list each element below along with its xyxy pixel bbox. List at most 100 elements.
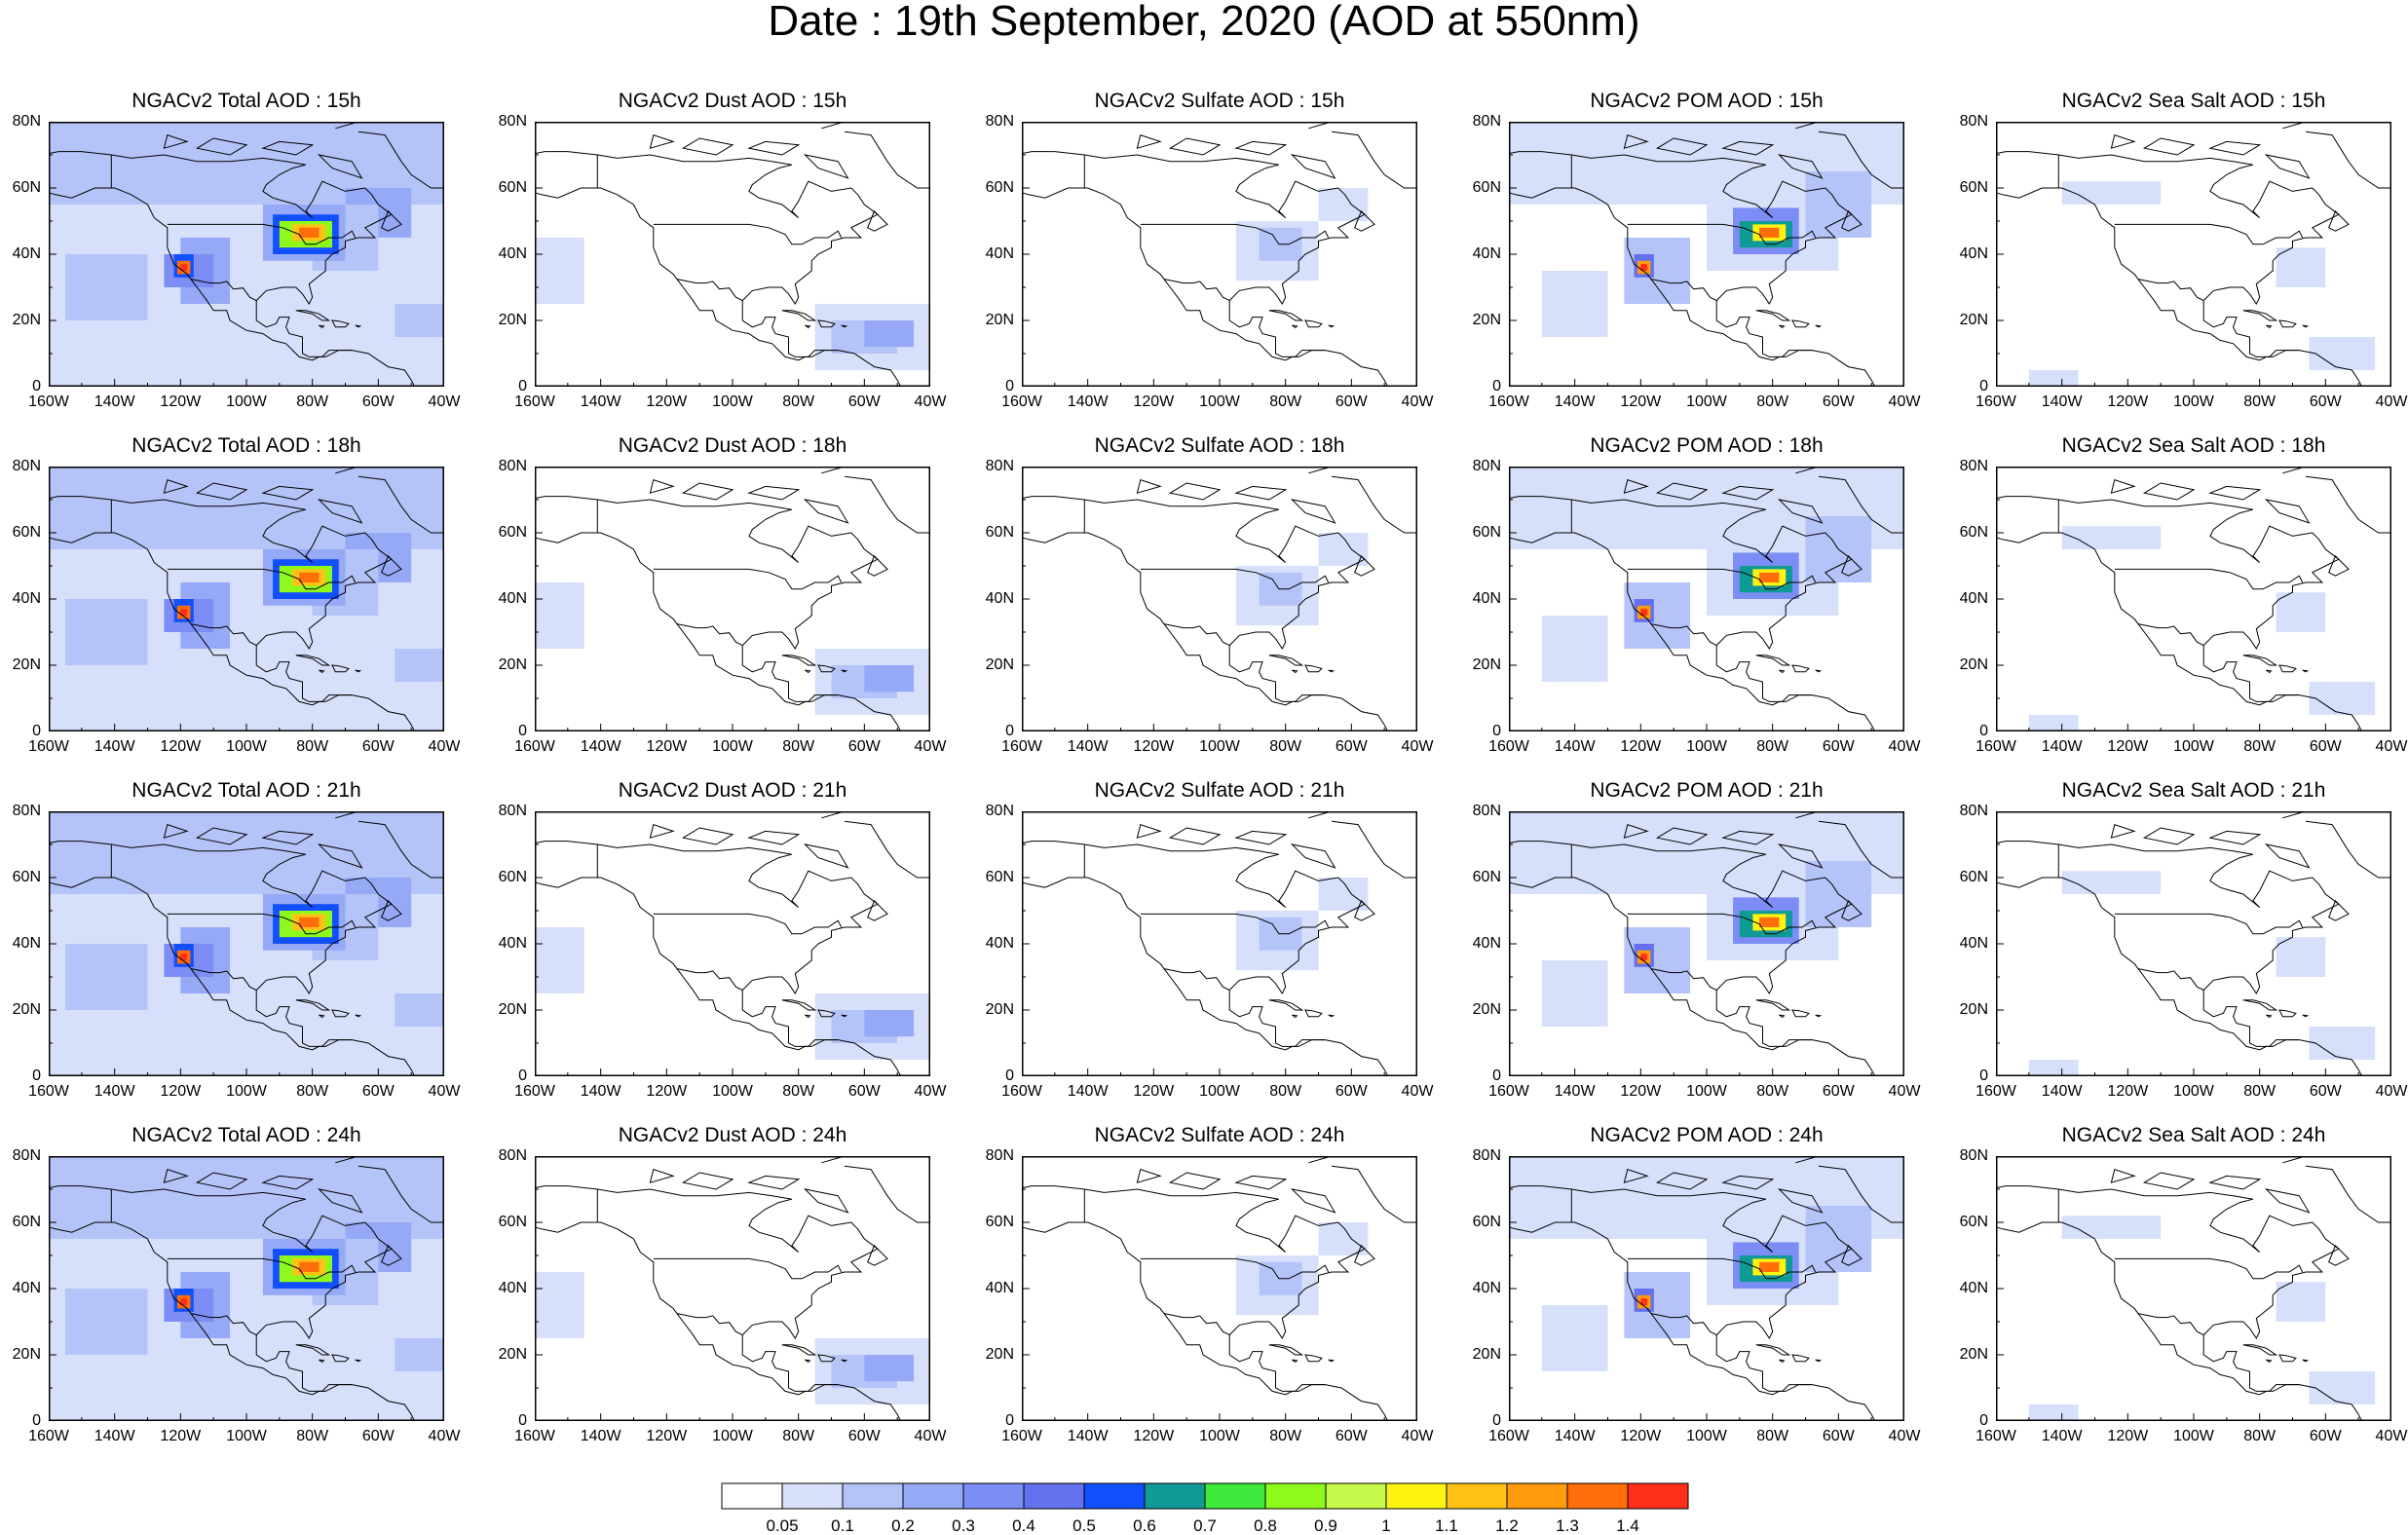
island <box>1292 669 1298 674</box>
island <box>1721 485 1775 501</box>
island <box>1328 324 1336 328</box>
map-frame <box>1022 1156 1417 1421</box>
island <box>2302 669 2310 673</box>
island <box>681 482 734 501</box>
coastline <box>821 811 930 879</box>
lon-tick-label: 160W <box>1488 1083 1529 1100</box>
lat-tick-label: 60N <box>1472 1214 1501 1230</box>
lat-tick-label: 0 <box>32 723 41 739</box>
lon-tick-label: 60W <box>1822 738 1855 755</box>
island <box>317 154 363 179</box>
panel-title: NGACv2 POM AOD : 24h <box>1590 1124 1824 1146</box>
country-border <box>1627 913 1817 935</box>
lat-tick-label: 20N <box>498 312 527 328</box>
coastline <box>1795 122 1904 189</box>
lat-tick-label: 60N <box>1959 869 1988 885</box>
lon-tick-label: 140W <box>580 393 621 410</box>
country-border <box>1650 279 1717 302</box>
lat-tick-label: 0 <box>32 378 41 394</box>
lon-tick-label: 140W <box>580 738 621 755</box>
island <box>747 1175 801 1190</box>
island <box>781 655 817 666</box>
island <box>1168 137 1222 156</box>
coastline <box>2282 811 2391 879</box>
island <box>163 1168 189 1183</box>
island <box>355 669 362 673</box>
lon-tick-label: 160W <box>28 1428 69 1444</box>
colorbar-label: 0.05 <box>766 1516 799 1535</box>
island <box>1779 324 1786 329</box>
colorbar-box <box>1264 1482 1327 1510</box>
map-panel <box>535 1156 930 1421</box>
aod-field <box>180 609 188 616</box>
island <box>1234 830 1288 845</box>
lon-tick-label: 120W <box>646 1083 688 1100</box>
lat-tick-label: 0 <box>1005 1067 1014 1084</box>
country-border <box>1140 223 1330 245</box>
lon-tick-label: 80W <box>1269 393 1302 410</box>
lon-tick-label: 80W <box>782 738 815 755</box>
country-border <box>653 1257 843 1280</box>
island <box>2264 1188 2311 1214</box>
country-border <box>167 1257 357 1280</box>
panel-title: NGACv2 Sulfate AOD : 15h <box>1094 90 1345 112</box>
island <box>2302 1014 2310 1018</box>
lat-tick-label: 20N <box>1959 1346 1988 1363</box>
island <box>649 1168 675 1183</box>
coastline <box>335 467 444 534</box>
lon-tick-label: 80W <box>782 1083 815 1100</box>
panel-title: NGACv2 Dust AOD : 21h <box>618 779 847 802</box>
lon-tick-label: 140W <box>580 1083 621 1100</box>
lon-tick-label: 60W <box>2309 393 2342 410</box>
lat-tick-label: 60N <box>1472 179 1501 196</box>
lon-tick-label: 120W <box>1620 393 1662 410</box>
lon-tick-label: 40W <box>428 1083 461 1100</box>
lat-tick-label: 20N <box>985 312 1014 328</box>
island <box>2142 827 2196 845</box>
lat-tick-label: 20N <box>1472 1001 1501 1018</box>
lat-tick-label: 40N <box>498 1280 527 1296</box>
island <box>319 1359 325 1364</box>
island <box>781 310 817 321</box>
lon-tick-label: 80W <box>1269 1428 1302 1444</box>
panel-title: NGACv2 Sea Salt AOD : 24h <box>2061 1124 2326 1146</box>
lon-tick-label: 160W <box>1975 1083 2016 1100</box>
colorbar-label: 0.2 <box>891 1516 915 1535</box>
island <box>317 843 363 869</box>
aod-field <box>299 227 320 238</box>
lat-tick-label: 20N <box>12 1001 41 1018</box>
panel-title: NGACv2 Dust AOD : 24h <box>618 1124 847 1146</box>
lon-tick-label: 160W <box>1488 1428 1529 1444</box>
coastline <box>535 841 879 1047</box>
colorbar-label: 1.1 <box>1435 1516 1458 1535</box>
aod-field <box>1640 609 1648 616</box>
lat-tick-label: 20N <box>12 656 41 673</box>
lat-tick-label: 80N <box>985 458 1014 474</box>
island <box>1304 319 1323 328</box>
aod-field <box>1759 917 1780 927</box>
lon-tick-label: 40W <box>1888 738 1921 755</box>
island <box>1354 209 1375 232</box>
island <box>2264 843 2311 869</box>
aod-field <box>64 944 148 1010</box>
lon-tick-label: 120W <box>646 738 688 755</box>
colorbar-label: 0.9 <box>1314 1516 1337 1535</box>
island <box>2110 1168 2136 1183</box>
island <box>1354 1244 1375 1266</box>
map-panel <box>1509 467 1904 731</box>
colorbar-box <box>1566 1482 1629 1510</box>
island <box>681 137 734 156</box>
country-border <box>2137 623 2204 647</box>
island <box>1304 664 1323 673</box>
coastline <box>1022 1185 1366 1392</box>
lat-tick-label: 40N <box>1472 245 1501 262</box>
island <box>1841 209 1862 232</box>
lon-tick-label: 80W <box>782 1428 815 1444</box>
lon-tick-label: 60W <box>2309 1083 2342 1100</box>
island <box>841 669 848 673</box>
aod-field <box>2309 337 2376 370</box>
island <box>1777 499 1824 524</box>
lon-tick-label: 160W <box>1001 738 1042 755</box>
island <box>1779 1014 1786 1019</box>
panel-title: NGACv2 Sulfate AOD : 24h <box>1094 1124 1345 1146</box>
